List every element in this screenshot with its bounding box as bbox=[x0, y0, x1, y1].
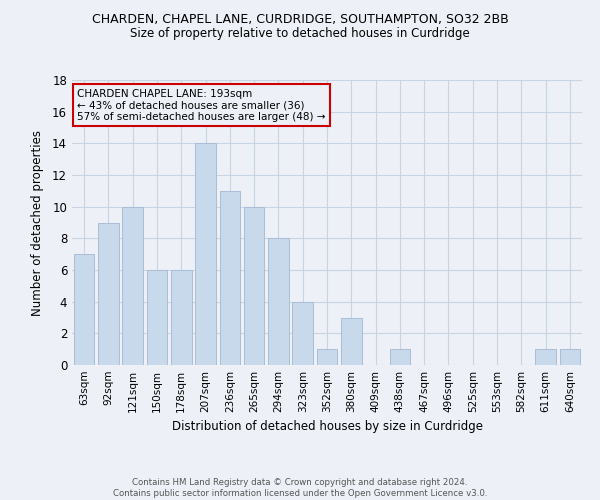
Y-axis label: Number of detached properties: Number of detached properties bbox=[31, 130, 44, 316]
Bar bbox=[341, 318, 362, 365]
Bar bbox=[268, 238, 289, 365]
Bar bbox=[171, 270, 191, 365]
Bar bbox=[122, 206, 143, 365]
Text: CHARDEN CHAPEL LANE: 193sqm
← 43% of detached houses are smaller (36)
57% of sem: CHARDEN CHAPEL LANE: 193sqm ← 43% of det… bbox=[77, 88, 326, 122]
Bar bbox=[292, 302, 313, 365]
Text: CHARDEN, CHAPEL LANE, CURDRIDGE, SOUTHAMPTON, SO32 2BB: CHARDEN, CHAPEL LANE, CURDRIDGE, SOUTHAM… bbox=[92, 12, 508, 26]
Bar bbox=[535, 349, 556, 365]
Text: Contains HM Land Registry data © Crown copyright and database right 2024.
Contai: Contains HM Land Registry data © Crown c… bbox=[113, 478, 487, 498]
Bar bbox=[220, 191, 240, 365]
Bar bbox=[317, 349, 337, 365]
Bar bbox=[98, 222, 119, 365]
Bar bbox=[146, 270, 167, 365]
Bar bbox=[74, 254, 94, 365]
Bar bbox=[560, 349, 580, 365]
Bar bbox=[195, 144, 216, 365]
Bar bbox=[389, 349, 410, 365]
X-axis label: Distribution of detached houses by size in Curdridge: Distribution of detached houses by size … bbox=[172, 420, 482, 434]
Bar bbox=[244, 206, 265, 365]
Text: Size of property relative to detached houses in Curdridge: Size of property relative to detached ho… bbox=[130, 28, 470, 40]
